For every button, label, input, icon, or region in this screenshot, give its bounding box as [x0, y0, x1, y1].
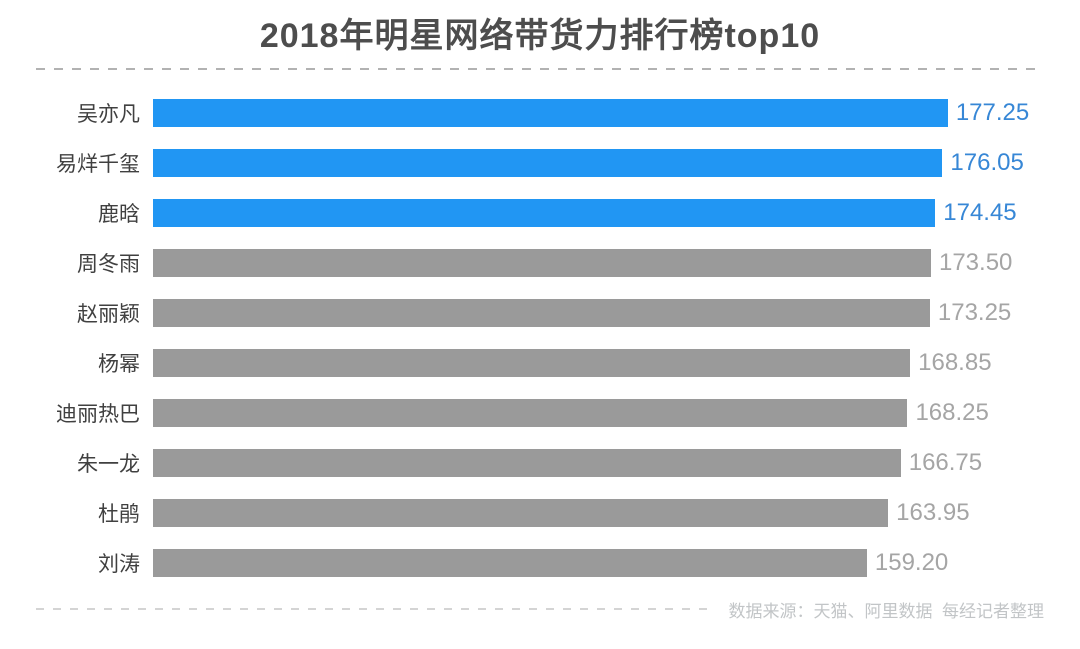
- bar-value-label: 159.20: [874, 549, 949, 576]
- bar: [153, 349, 911, 377]
- bar-track: 163.95: [153, 499, 1044, 527]
- bar-label: 赵丽颖: [77, 303, 140, 326]
- top-dashed-divider: [36, 68, 1044, 70]
- bar-label: 朱一龙: [77, 453, 140, 476]
- bar-value-label: 173.25: [937, 299, 1012, 326]
- bar-value-label: 174.45: [943, 199, 1017, 226]
- bar: [153, 549, 867, 577]
- bottom-dashed-divider: [36, 608, 715, 610]
- bar-row: 杜鹃 163.95: [36, 488, 1044, 538]
- bar-highlighted: [153, 149, 943, 177]
- bar-track: 173.25: [153, 299, 1044, 327]
- bar-track: 168.25: [153, 399, 1044, 427]
- bar-row: 朱一龙 166.75: [36, 438, 1044, 488]
- bar-label: 鹿晗: [98, 203, 140, 226]
- bar: [153, 499, 889, 527]
- bar-value-label: 173.50: [938, 249, 1013, 276]
- bar-chart: 吴亦凡 177.25 易烊千玺 176.05 鹿晗 174.45 周冬雨 173.50 赵丽颖 1…: [36, 88, 1044, 588]
- bar-highlighted: [153, 199, 936, 227]
- bar-value-label: 168.25: [915, 399, 989, 426]
- bar-value-label: 166.75: [908, 449, 983, 476]
- bar-track: 177.25: [153, 99, 1044, 127]
- bar-track: 166.75: [153, 449, 1044, 477]
- bar-label: 吴亦凡: [77, 103, 140, 126]
- bar-track: 159.20: [153, 549, 1044, 577]
- bar-label: 杨幂: [98, 353, 140, 376]
- bar-label: 周冬雨: [77, 253, 140, 276]
- bar: [153, 399, 908, 427]
- bar-row: 鹿晗 174.45: [36, 188, 1044, 238]
- bar-row: 杨幂 168.85: [36, 338, 1044, 388]
- chart-title: 2018年明星网络带货力排行榜top10: [259, 17, 821, 55]
- bar-track: 174.45: [153, 199, 1044, 227]
- bar-row: 迪丽热巴 168.25: [36, 388, 1044, 438]
- bar-highlighted: [153, 99, 948, 127]
- bar: [153, 249, 931, 277]
- bar-track: 173.50: [153, 249, 1044, 277]
- bar-label: 迪丽热巴: [56, 403, 140, 426]
- bar-row: 赵丽颖 173.25: [36, 288, 1044, 338]
- bar-label: 易烊千玺: [56, 153, 140, 176]
- bar-label: 杜鹃: [98, 503, 140, 526]
- data-source-note: 数据来源：天猫、阿里数据 每经记者整理: [728, 601, 1044, 621]
- bar-value-label: 163.95: [896, 499, 970, 526]
- chart-footer: 数据来源：天猫、阿里数据 每经记者整理: [36, 597, 1044, 621]
- bar-value-label: 176.05: [950, 149, 1024, 176]
- bar-value-label: 177.25: [955, 99, 1030, 126]
- bar-track: 168.85: [153, 349, 1044, 377]
- bar-value-label: 168.85: [918, 349, 992, 376]
- bar-track: 176.05: [153, 149, 1044, 177]
- bar-row: 易烊千玺 176.05: [36, 138, 1044, 188]
- bar: [153, 299, 930, 327]
- bar-row: 周冬雨 173.50: [36, 238, 1044, 288]
- bar-label: 刘涛: [98, 553, 140, 576]
- bar-row: 吴亦凡 177.25: [36, 88, 1044, 138]
- bar-row: 刘涛 159.20: [36, 538, 1044, 588]
- bar: [153, 449, 901, 477]
